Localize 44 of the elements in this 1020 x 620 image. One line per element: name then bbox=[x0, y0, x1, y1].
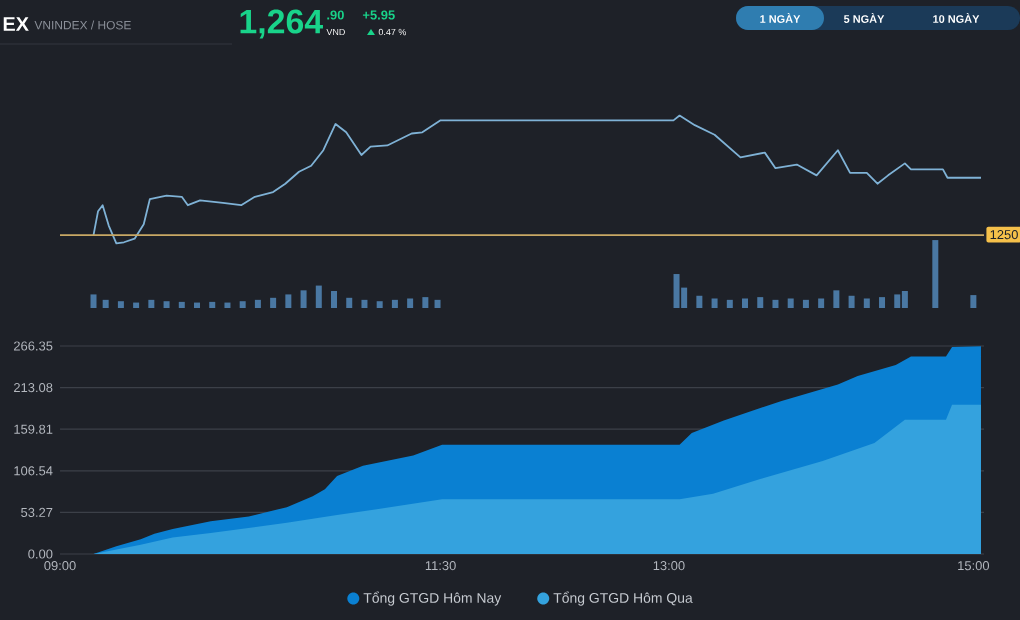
bar bbox=[239, 301, 246, 308]
bar bbox=[391, 299, 398, 308]
bar bbox=[818, 298, 825, 308]
bar bbox=[163, 301, 170, 308]
bar bbox=[102, 299, 109, 308]
bar bbox=[879, 297, 886, 308]
bar bbox=[117, 301, 124, 308]
bar bbox=[422, 297, 429, 308]
bar bbox=[148, 299, 155, 308]
bar bbox=[194, 302, 201, 308]
bar bbox=[901, 291, 908, 308]
bar bbox=[376, 301, 383, 308]
bar bbox=[254, 299, 261, 308]
bar bbox=[932, 240, 939, 308]
bar bbox=[772, 299, 779, 308]
bar bbox=[711, 298, 718, 308]
bar bbox=[787, 298, 794, 308]
bar bbox=[331, 291, 338, 308]
bar bbox=[407, 298, 414, 308]
bar bbox=[300, 290, 307, 308]
bar bbox=[178, 301, 185, 308]
bar bbox=[742, 298, 749, 308]
bar bbox=[863, 298, 870, 308]
bar bbox=[673, 274, 680, 308]
bar bbox=[696, 295, 703, 308]
text: 1,264 bbox=[240, 9, 323, 39]
bar bbox=[285, 294, 292, 308]
bar bbox=[802, 299, 809, 308]
bar bbox=[209, 301, 216, 308]
bar bbox=[224, 302, 231, 308]
bar bbox=[757, 297, 764, 308]
bar bbox=[970, 295, 977, 308]
bar bbox=[90, 294, 97, 308]
text: EX bbox=[3, 17, 29, 31]
bar bbox=[848, 295, 855, 308]
bar bbox=[434, 299, 441, 308]
bar bbox=[361, 299, 368, 308]
bar bbox=[726, 299, 733, 308]
bar bbox=[346, 297, 353, 308]
bar bbox=[833, 290, 840, 308]
bar bbox=[270, 297, 277, 308]
bar bbox=[894, 294, 901, 308]
bar bbox=[133, 302, 140, 308]
bar bbox=[315, 285, 322, 308]
